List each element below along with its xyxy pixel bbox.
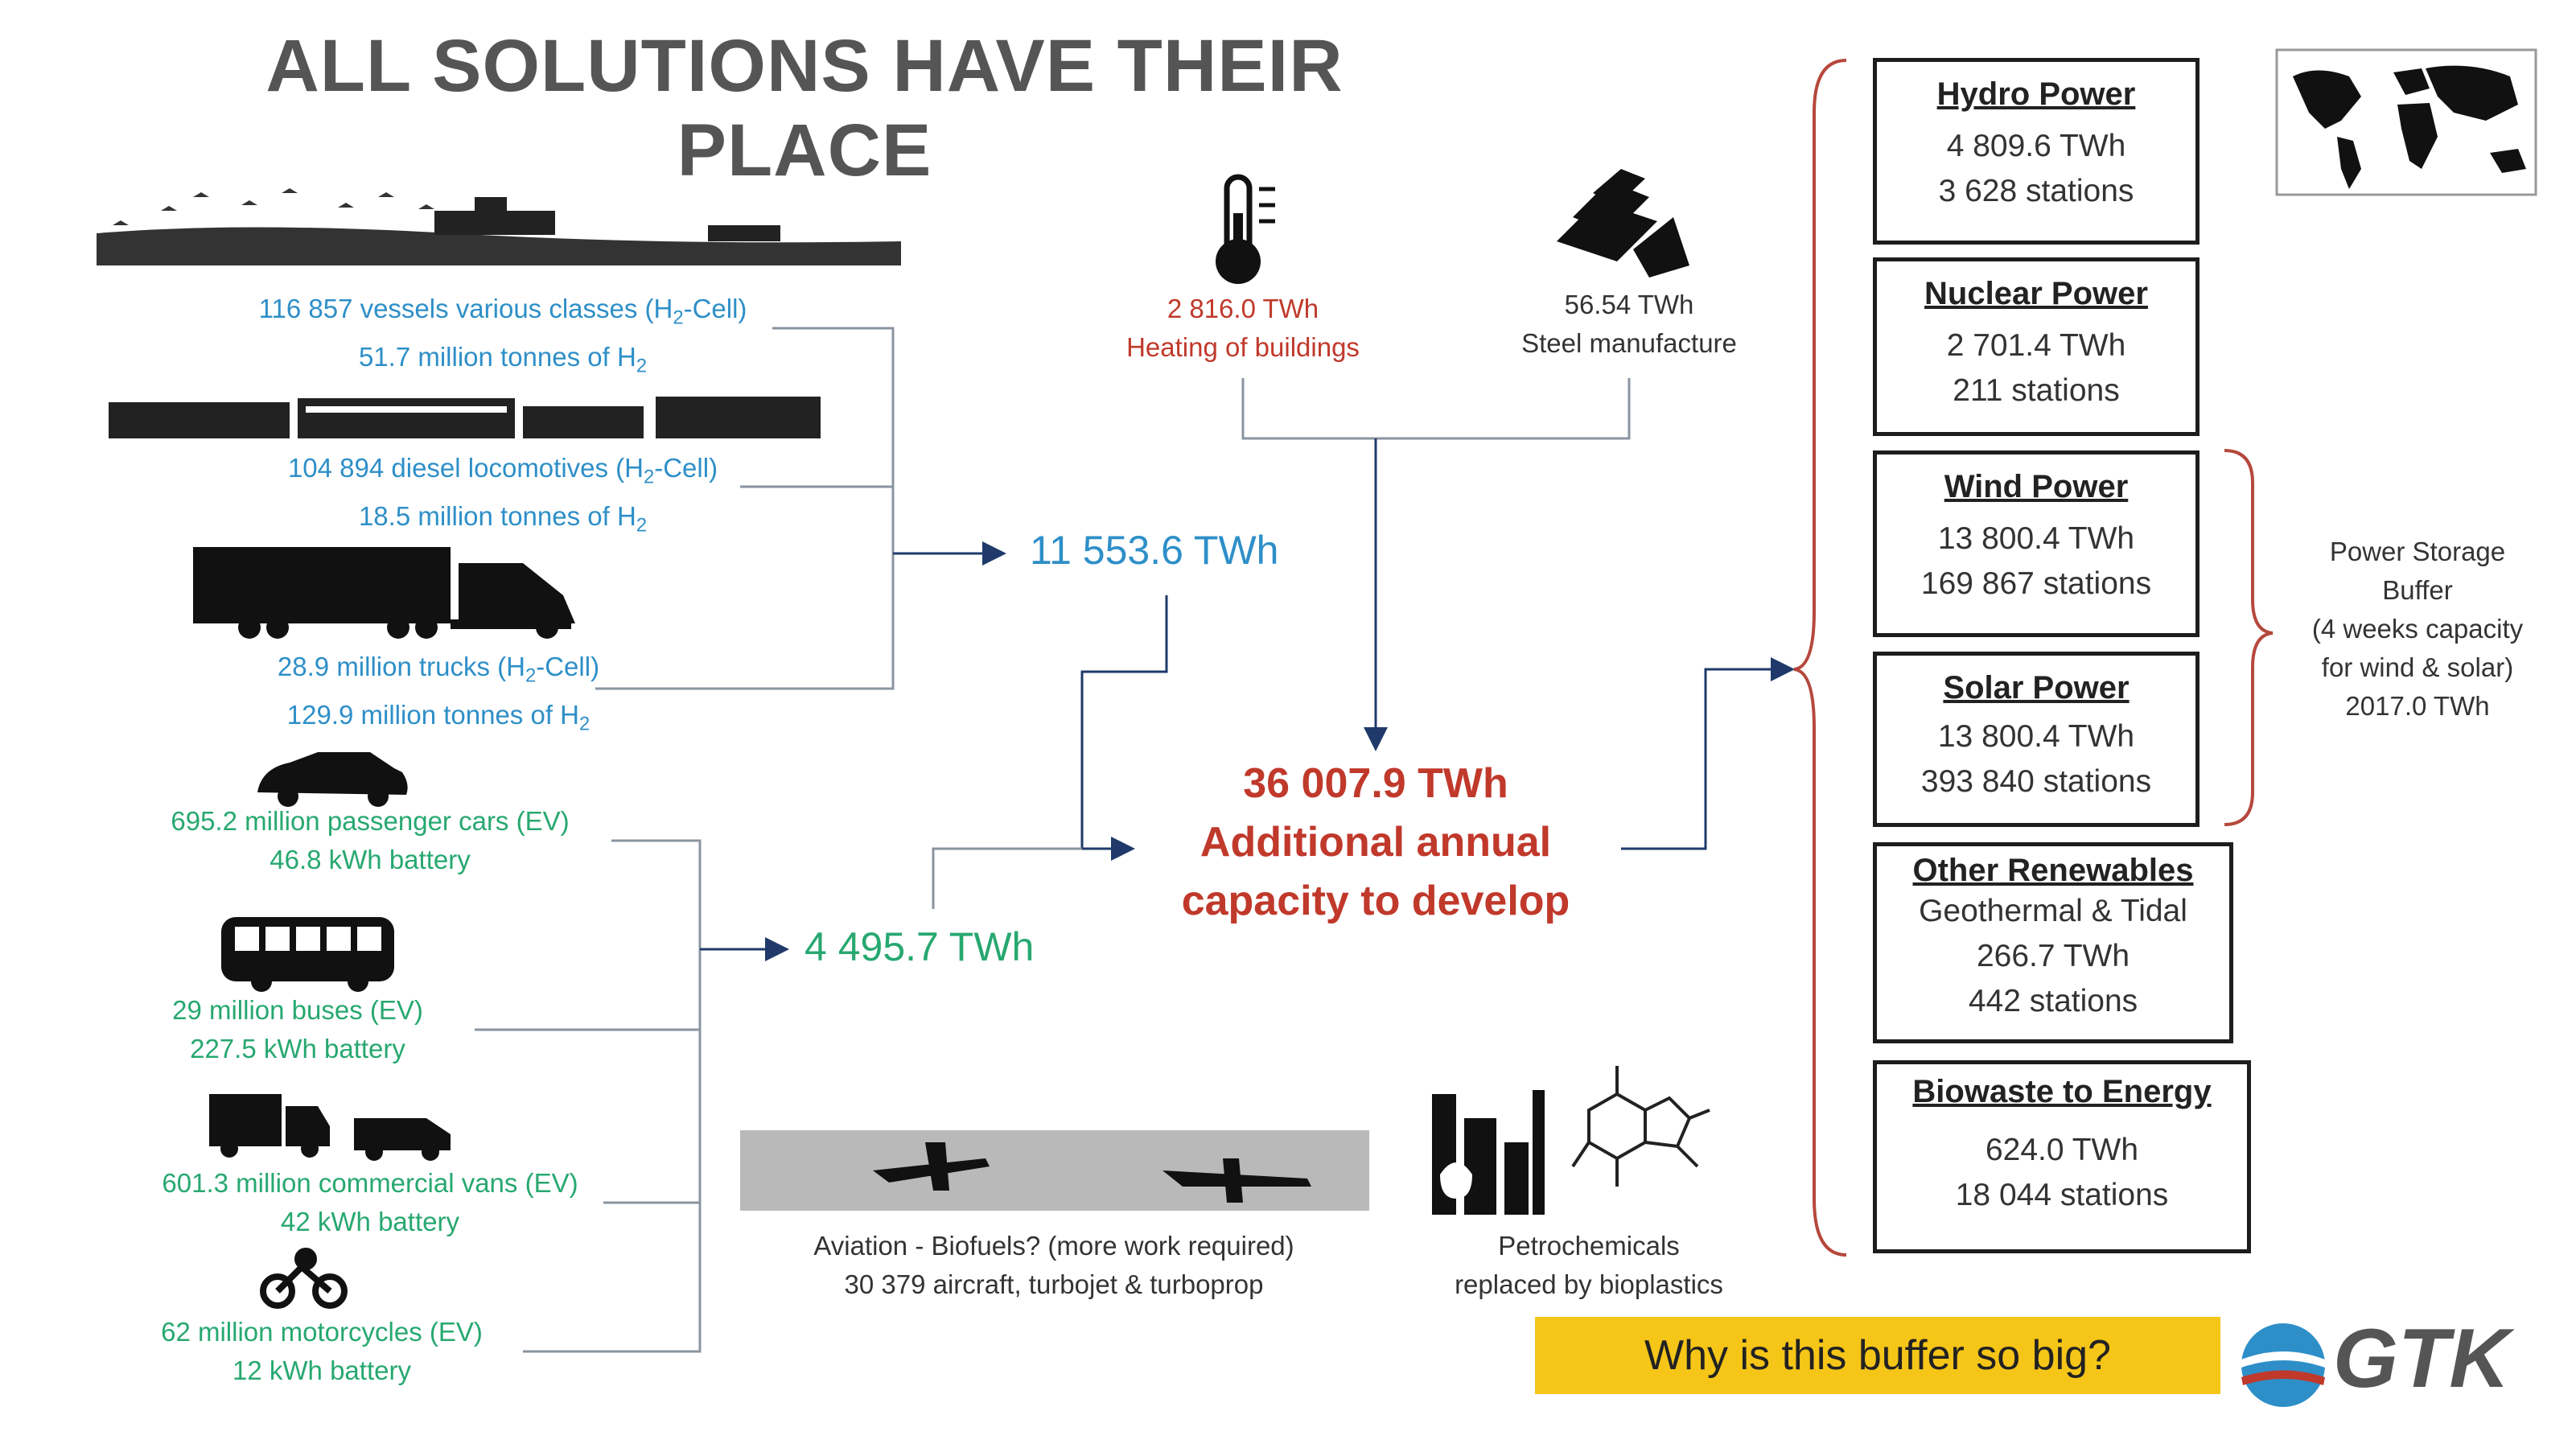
- steel-ingots-icon: [1557, 169, 1689, 278]
- world-map-icon: [2275, 48, 2537, 196]
- vans-label: 601.3 million commercial vans (EV) 42 kWh…: [162, 1168, 578, 1236]
- source-other-renewables: Other Renewables Geothermal & Tidal 266.…: [1873, 842, 2233, 1043]
- gtk-logo-icon: [2241, 1323, 2325, 1407]
- sources-brace: [1793, 59, 1847, 1257]
- source-solar: Solar Power 13 800.4 TWh 393 840 station…: [1873, 652, 2199, 827]
- storage-buffer-label: Power Storage Buffer (4 weeks capacity f…: [2311, 537, 2524, 721]
- h2-total: 11 553.6 TWh: [1030, 528, 1279, 573]
- car-icon: [257, 752, 408, 807]
- gtk-logo-text: GTK: [2333, 1312, 2510, 1405]
- ev-bracket: [523, 839, 702, 1353]
- train-icon: [109, 397, 821, 438]
- bus-icon: [221, 917, 394, 992]
- h2-bracket: [595, 327, 895, 690]
- page-title: ALL SOLUTIONS HAVE THEIR PLACE: [265, 25, 1344, 191]
- molecule-icon: [1571, 1066, 1710, 1187]
- heating-label: 2 816.0 TWh Heating of buildings: [1126, 294, 1360, 362]
- motorcycle-icon: [260, 1248, 348, 1309]
- petrochemicals-label: Petrochemicals replaced by bioplastics: [1455, 1231, 1723, 1299]
- aviation-label: Aviation - Biofuels? (more work required…: [813, 1231, 1294, 1299]
- source-biowaste: Biowaste to Energy 624.0 TWh 18 044 stat…: [1873, 1060, 2251, 1253]
- vessels-label: 116 857 vessels various classes (H2-Cell…: [258, 294, 747, 377]
- truck-icon: [193, 547, 575, 639]
- steel-label: 56.54 TWh Steel manufacture: [1521, 290, 1737, 358]
- source-wind: Wind Power 13 800.4 TWh 169 867 stations: [1873, 450, 2199, 637]
- ships-icon: [97, 188, 901, 265]
- source-hydro: Hydro Power 4 809.6 TWh 3 628 stations: [1873, 58, 2199, 245]
- buses-label: 29 million buses (EV) 227.5 kWh battery: [172, 995, 423, 1063]
- storage-brace: [2224, 449, 2274, 826]
- vans-icon: [209, 1094, 451, 1161]
- buffer-question-banner: Why is this buffer so big?: [1535, 1317, 2220, 1394]
- petrochemical-plant-icon: [1432, 1090, 1545, 1215]
- source-nuclear: Nuclear Power 2 701.4 TWh 211 stations: [1873, 257, 2199, 436]
- trucks-label: 28.9 million trucks (H2-Cell) 129.9 mill…: [277, 652, 600, 735]
- thermometer-icon: [1216, 174, 1275, 284]
- motorcycles-label: 62 million motorcycles (EV) 12 kWh batter…: [161, 1317, 483, 1385]
- cars-label: 695.2 million passenger cars (EV) 46.8 kW…: [171, 806, 570, 874]
- aircraft-image: [740, 1130, 1369, 1211]
- total-capacity: 36 007.9 TWh Additional annual capacity …: [1181, 760, 1570, 924]
- locomotives-label: 104 894 diesel locomotives (H2-Cell) 18.…: [287, 453, 718, 537]
- ev-total: 4 495.7 TWh: [804, 924, 1035, 969]
